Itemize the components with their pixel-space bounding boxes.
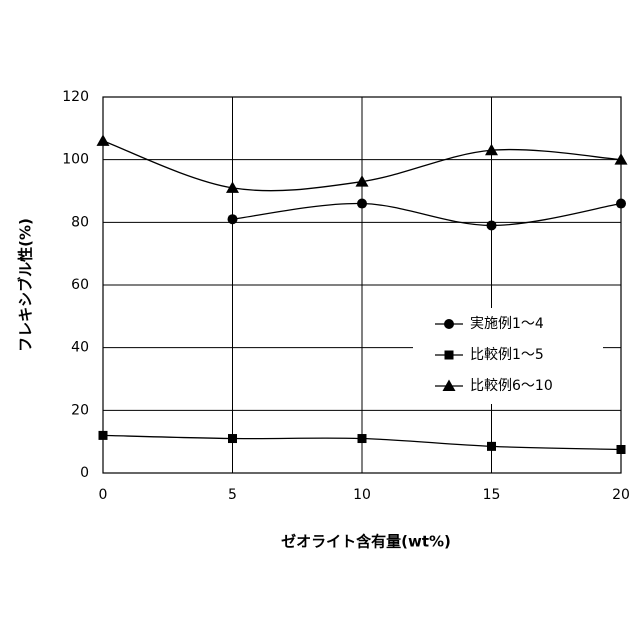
y-tick-label: 40 (71, 340, 89, 356)
marker (358, 434, 367, 443)
marker (228, 214, 238, 224)
marker (445, 351, 454, 360)
legend-label: 実施例1～4 (470, 316, 544, 332)
marker (617, 445, 626, 454)
y-tick-label: 80 (71, 214, 89, 230)
x-axis-label: ゼオライト含有量(wt%) (281, 533, 451, 551)
x-tick-label: 5 (228, 487, 237, 503)
y-tick-label: 0 (80, 465, 89, 481)
y-tick-label: 100 (62, 152, 89, 168)
marker (99, 431, 108, 440)
y-tick-label: 60 (71, 277, 89, 293)
marker (616, 199, 626, 209)
legend-label: 比較例1～5 (470, 347, 544, 363)
chart: ゼオライト含有量(wt%) フレキシブル性(%) 020406080100120… (0, 0, 640, 640)
x-tick-label: 15 (483, 487, 501, 503)
legend-label: 比較例6～10 (470, 378, 553, 394)
legend: 実施例1～4 比較例1～5 比較例6～10 (413, 308, 603, 404)
marker (357, 199, 367, 209)
marker (228, 434, 237, 443)
x-tick-label: 0 (99, 487, 108, 503)
x-tick-label: 10 (353, 487, 371, 503)
x-tick-label: 20 (612, 487, 630, 503)
marker (487, 442, 496, 451)
y-axis-label: フレキシブル性(%) (17, 218, 35, 352)
marker (444, 319, 454, 329)
y-tick-label: 20 (71, 402, 89, 418)
page: ゼオライト含有量(wt%) フレキシブル性(%) 020406080100120… (0, 0, 640, 640)
y-tick-label: 120 (62, 89, 89, 105)
marker (487, 220, 497, 230)
